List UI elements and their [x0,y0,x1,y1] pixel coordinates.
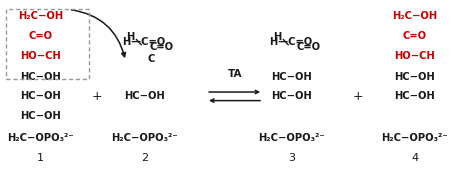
Text: HC−OH: HC−OH [394,72,435,82]
Text: H: H [273,32,282,42]
Text: HC−OH: HC−OH [124,91,165,101]
Text: 1: 1 [37,153,44,163]
Text: H₂C−OPO₃²⁻: H₂C−OPO₃²⁻ [382,133,448,143]
Text: C=O: C=O [296,42,320,52]
Text: TA: TA [228,69,242,79]
Text: H₂C−OPO₃²⁻: H₂C−OPO₃²⁻ [7,133,73,143]
Text: C=O: C=O [28,31,52,41]
Text: +: + [92,90,102,103]
Text: H₂C−OPO₃²⁻: H₂C−OPO₃²⁻ [111,133,178,143]
Text: HC−OH: HC−OH [394,91,435,101]
Text: HC−OH: HC−OH [271,72,312,82]
Text: H⁠—C=O: H⁠—C=O [123,37,166,47]
Text: C=O: C=O [403,31,427,41]
Text: 2: 2 [141,153,148,163]
Text: HO−CH: HO−CH [20,51,61,61]
Text: 4: 4 [411,153,419,163]
Text: C=O: C=O [149,42,173,52]
Text: H₂C−OPO₃²⁻: H₂C−OPO₃²⁻ [258,133,325,143]
Text: H₂C−OH: H₂C−OH [392,11,438,21]
Text: 3: 3 [288,153,295,163]
Text: H₂C−OH: H₂C−OH [18,11,63,21]
Text: C: C [134,54,155,64]
Text: HO−CH: HO−CH [394,51,435,61]
Text: HC−OH: HC−OH [271,91,312,101]
Text: H: H [126,32,135,42]
Text: HC−OH: HC−OH [20,91,61,101]
Text: HC−OH: HC−OH [20,72,61,82]
Text: H⁠—C=O: H⁠—C=O [270,37,313,47]
Text: +: + [353,90,363,103]
Text: HC−OH: HC−OH [20,111,61,121]
